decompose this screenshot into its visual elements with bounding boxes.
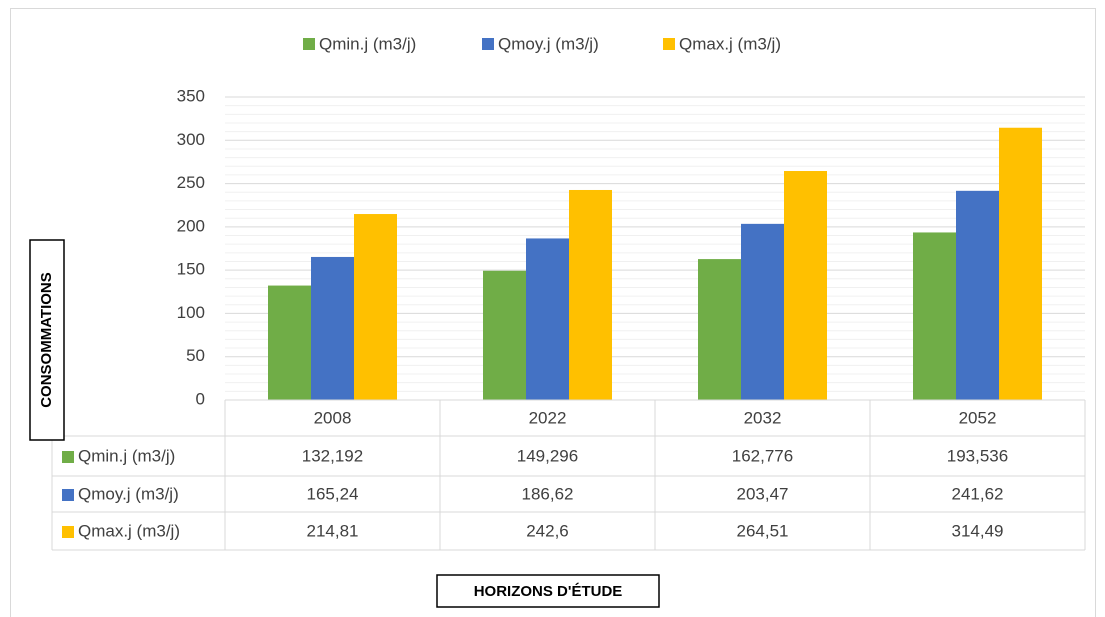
y-tick-label: 300 — [177, 130, 205, 149]
bar — [268, 285, 311, 400]
legend-label: Qmoy.j (m3/j) — [498, 34, 599, 53]
table-cell: 264,51 — [737, 521, 789, 540]
bar — [354, 214, 397, 400]
x-tick-label: 2022 — [529, 408, 567, 427]
legend-label: Qmax.j (m3/j) — [679, 34, 781, 53]
legend: Qmin.j (m3/j) Qmoy.j (m3/j) Qmax.j (m3/j) — [303, 34, 781, 53]
table-cell: 193,536 — [947, 446, 1008, 465]
bar — [999, 127, 1042, 400]
y-tick-label: 350 — [177, 86, 205, 105]
y-tick-label: 250 — [177, 173, 205, 192]
y-tick-label: 0 — [196, 389, 205, 408]
bars — [268, 127, 1042, 400]
y-tick-label: 150 — [177, 260, 205, 279]
legend-swatch — [663, 38, 675, 50]
x-tick-label: 2008 — [314, 408, 352, 427]
bar — [483, 270, 526, 400]
table-cell: 314,49 — [952, 521, 1004, 540]
bar — [956, 190, 999, 400]
legend-label: Qmin.j (m3/j) — [319, 34, 416, 53]
table-swatch — [62, 451, 74, 463]
table-cell: 162,776 — [732, 446, 793, 465]
table-row-label: Qmoy.j (m3/j) — [78, 484, 179, 503]
y-tick-label: 200 — [177, 216, 205, 235]
table-cell: 132,192 — [302, 446, 363, 465]
x-title-box — [436, 574, 660, 608]
y-title-box — [29, 239, 65, 441]
table-row-label: Qmin.j (m3/j) — [78, 446, 175, 465]
legend-swatch — [303, 38, 315, 50]
table-cell: 214,81 — [307, 521, 359, 540]
table-cell: 165,24 — [307, 484, 359, 503]
table-cell: 186,62 — [522, 484, 574, 503]
data-table: 2008 2022 2032 2052 Qmin.j (m3/j) 132,192 149,… — [51, 399, 1086, 551]
chart-border — [10, 8, 1096, 617]
bar — [784, 171, 827, 400]
bar — [311, 256, 354, 400]
table-cell: 203,47 — [737, 484, 789, 503]
bar — [913, 232, 956, 400]
y-tick-label: 50 — [186, 346, 205, 365]
table-cell: 241,62 — [952, 484, 1004, 503]
table-swatch — [62, 526, 74, 538]
bar — [569, 189, 612, 400]
table-cell: 242,6 — [526, 521, 569, 540]
table-row-label: Qmax.j (m3/j) — [78, 521, 180, 540]
bar — [698, 259, 741, 400]
x-tick-label: 2052 — [959, 408, 997, 427]
bar — [741, 223, 784, 400]
bar — [526, 238, 569, 400]
y-axis-title: CONSOMMATIONS — [38, 272, 55, 408]
legend-swatch — [482, 38, 494, 50]
x-tick-label: 2032 — [744, 408, 782, 427]
table-swatch — [62, 489, 74, 501]
table-cell: 149,296 — [517, 446, 578, 465]
y-tick-label: 100 — [177, 303, 205, 322]
x-axis-title: HORIZONS D'ÉTUDE — [474, 583, 623, 600]
